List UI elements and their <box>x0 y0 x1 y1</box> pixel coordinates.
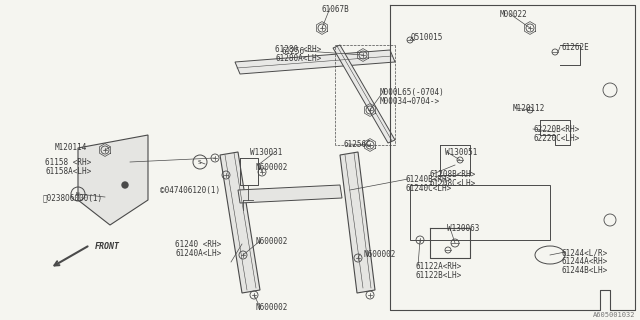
Text: N600002: N600002 <box>255 163 287 172</box>
Text: 61280 <RH>: 61280 <RH> <box>275 45 321 54</box>
Text: 61256C: 61256C <box>343 140 371 149</box>
Text: 61122A<RH>: 61122A<RH> <box>415 262 461 271</box>
Text: 61067B: 61067B <box>321 5 349 14</box>
Text: FRONT: FRONT <box>95 242 120 251</box>
Text: N600002: N600002 <box>255 303 287 312</box>
Text: N600002: N600002 <box>363 250 396 259</box>
Polygon shape <box>238 185 342 203</box>
Text: M120112: M120112 <box>513 104 545 113</box>
Text: 61240A<LH>: 61240A<LH> <box>175 249 221 258</box>
Text: 61262E: 61262E <box>562 43 589 52</box>
Text: 61244A<RH>: 61244A<RH> <box>562 257 608 266</box>
Polygon shape <box>340 152 375 293</box>
Circle shape <box>122 182 128 188</box>
Text: 62220C<LH>: 62220C<LH> <box>533 134 579 143</box>
Text: 61208C<LH>: 61208C<LH> <box>430 179 476 188</box>
Polygon shape <box>235 50 395 74</box>
Text: W130031: W130031 <box>250 148 282 157</box>
Text: M120114: M120114 <box>55 143 88 152</box>
Text: 61244<L/R>: 61244<L/R> <box>562 248 608 257</box>
Text: Q510015: Q510015 <box>411 33 444 42</box>
Text: ©047406120(1): ©047406120(1) <box>160 186 220 195</box>
Text: M00022: M00022 <box>500 10 528 19</box>
Text: N: N <box>76 191 80 196</box>
Text: 61208B<RH>: 61208B<RH> <box>430 170 476 179</box>
Text: 61158 <RH>: 61158 <RH> <box>45 158 92 167</box>
Text: 61240B<RH>: 61240B<RH> <box>405 175 451 184</box>
Text: 61280A<LH>: 61280A<LH> <box>275 54 321 63</box>
Text: ⑖0238O6000(1): ⑖0238O6000(1) <box>43 193 103 202</box>
Text: M00034→0704->: M00034→0704-> <box>380 97 440 106</box>
Text: 61256: 61256 <box>282 47 305 56</box>
Text: N600002: N600002 <box>255 237 287 246</box>
Text: M000L65(-0704): M000L65(-0704) <box>380 88 445 97</box>
Text: A605001032: A605001032 <box>593 312 635 318</box>
Text: 61240 <RH>: 61240 <RH> <box>175 240 221 249</box>
Text: W130051: W130051 <box>445 148 477 157</box>
Text: S: S <box>198 159 202 164</box>
Text: 61244B<LH>: 61244B<LH> <box>562 266 608 275</box>
Bar <box>410 185 550 240</box>
Text: 61122B<LH>: 61122B<LH> <box>415 271 461 280</box>
Text: 61240C<LH>: 61240C<LH> <box>405 184 451 193</box>
Polygon shape <box>220 152 260 293</box>
Text: 62220B<RH>: 62220B<RH> <box>533 125 579 134</box>
Text: 61158A<LH>: 61158A<LH> <box>45 167 92 176</box>
Polygon shape <box>333 45 395 143</box>
Polygon shape <box>78 135 148 225</box>
Text: W130063: W130063 <box>447 224 479 233</box>
